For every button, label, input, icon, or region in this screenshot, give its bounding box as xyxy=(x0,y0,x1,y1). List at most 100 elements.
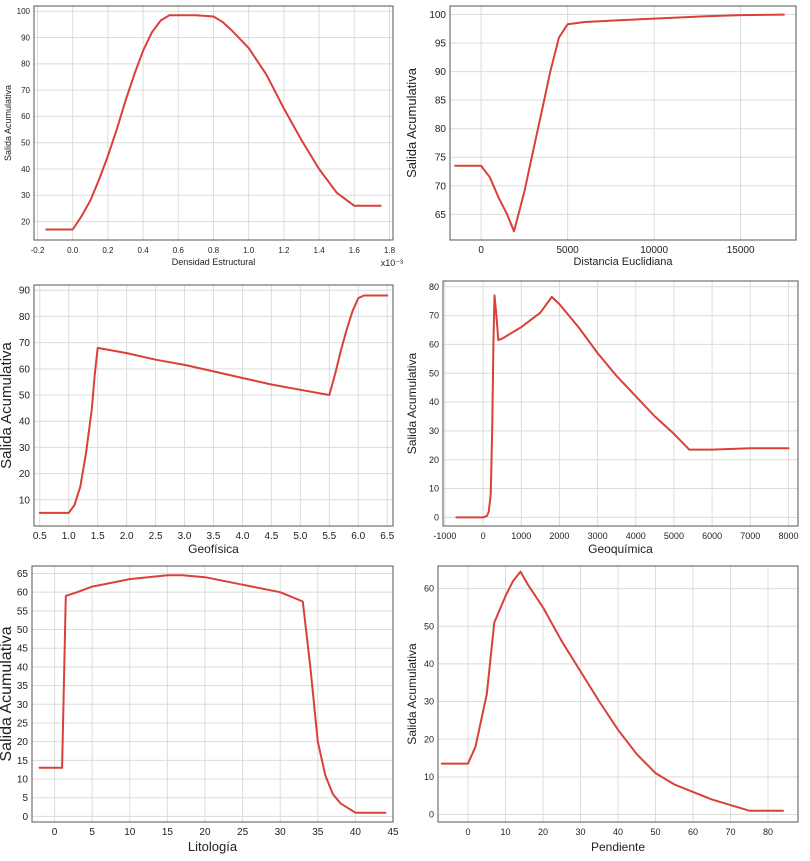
y-tick-label: 30 xyxy=(21,191,30,200)
y-axis-label: Salida Acumulativa xyxy=(0,341,15,468)
x-tick-label: 5 xyxy=(89,827,95,838)
y-tick-label: 30 xyxy=(424,697,434,707)
y-tick-label: 70 xyxy=(19,338,31,349)
y-tick-label: 20 xyxy=(429,455,439,465)
x-tick-label: 20 xyxy=(199,827,211,838)
plot-area xyxy=(443,281,798,526)
x-tick-label: 1.6 xyxy=(349,246,361,255)
y-tick-label: 90 xyxy=(19,286,31,297)
x-axis-label: Litología xyxy=(188,839,238,854)
y-tick-label: 80 xyxy=(435,124,447,135)
y-tick-label: 0 xyxy=(22,812,28,823)
y-tick-label: 40 xyxy=(424,659,434,669)
x-tick-label: 15000 xyxy=(727,245,755,256)
x-tick-label: 0.5 xyxy=(33,531,47,542)
y-tick-label: 55 xyxy=(17,606,29,617)
y-tick-label: 50 xyxy=(429,368,439,378)
series-line xyxy=(455,294,790,519)
x-tick-label: 5000 xyxy=(664,531,684,541)
x-tick-label: 1.8 xyxy=(384,246,396,255)
y-tick-label: 30 xyxy=(17,700,29,711)
chart-svg: 0.5 1.0 1.5 2.0 2.5 3.0 3.5 4.0 4.5 5.0 5.5 6.0 6.5 1… xyxy=(0,284,395,556)
x-axis-label: Geofísica xyxy=(188,542,239,556)
x-tick-label: 4000 xyxy=(626,531,646,541)
series-line xyxy=(45,14,382,231)
y-tick-label: 100 xyxy=(429,10,446,21)
x-tick-label: 0 xyxy=(465,827,470,837)
x-tick-label: 4.5 xyxy=(264,531,278,542)
y-tick-label: 20 xyxy=(21,217,30,226)
plot-frame xyxy=(449,5,797,241)
x-tick-label: 50 xyxy=(650,827,660,837)
x-tick-label: 45 xyxy=(387,827,399,838)
x-tick-label: 2.5 xyxy=(149,531,163,542)
plot-frame xyxy=(33,5,394,241)
y-axis-label: Salida Acumulativa xyxy=(3,85,13,161)
y-tick-label: 100 xyxy=(17,7,31,16)
y-tick-label: 95 xyxy=(435,39,447,50)
y-tick-label: 90 xyxy=(435,67,447,78)
y-tick-label: 20 xyxy=(424,734,434,744)
x-tick-label: 0 xyxy=(478,245,484,256)
x-tick-label: 1.4 xyxy=(314,246,326,255)
x-tick-label: 8000 xyxy=(778,531,798,541)
y-tick-label: 10 xyxy=(17,775,29,786)
chart-svg: -0.2 0.0 0.2 0.4 0.6 0.8 1.0 1.2 1.4 1.6 1.8 20 30 40… xyxy=(3,5,403,268)
x-tick-label: 1.0 xyxy=(62,531,76,542)
y-tick-label: 65 xyxy=(435,210,447,221)
plot-frame xyxy=(437,565,799,823)
x-tick-label: 70 xyxy=(725,827,735,837)
x-tick-label: 5000 xyxy=(557,245,580,256)
y-tick-label: 65 xyxy=(17,569,29,580)
x-tick-label: 1.2 xyxy=(278,246,290,255)
x-tick-label: 60 xyxy=(688,827,698,837)
y-tick-label: 10 xyxy=(429,484,439,494)
y-tick-label: 50 xyxy=(19,391,31,402)
series-line xyxy=(38,294,389,514)
series-line xyxy=(38,574,387,814)
y-tick-label: 70 xyxy=(21,86,30,95)
y-tick-label: 70 xyxy=(429,311,439,321)
y-tick-label: 40 xyxy=(21,165,30,174)
x-tick-label: -1000 xyxy=(433,531,456,541)
series-line xyxy=(440,570,784,812)
x-tick-label: 6.5 xyxy=(380,531,394,542)
y-axis-label: Salida Acumulativa xyxy=(405,67,419,178)
x-tick-label: 35 xyxy=(312,827,324,838)
x-tick-label: 0.4 xyxy=(138,246,150,255)
x-tick-label: 0.8 xyxy=(208,246,220,255)
x-tick-label: 6000 xyxy=(702,531,722,541)
x-axis-multiplier: x10⁻³ xyxy=(381,258,403,268)
x-tick-label: 1000 xyxy=(511,531,531,541)
x-tick-label: 1.5 xyxy=(91,531,105,542)
plot-area xyxy=(32,566,393,822)
y-tick-label: 15 xyxy=(17,756,29,767)
y-tick-label: 45 xyxy=(17,644,29,655)
x-tick-label: 20 xyxy=(538,827,548,837)
y-tick-label: 30 xyxy=(429,426,439,436)
y-tick-label: 90 xyxy=(21,33,30,42)
x-tick-label: 3.0 xyxy=(178,531,192,542)
x-tick-label: 3.5 xyxy=(207,531,221,542)
x-tick-label: -0.2 xyxy=(31,246,45,255)
plot-area xyxy=(450,6,796,240)
y-tick-label: 50 xyxy=(21,139,30,148)
x-tick-label: 0 xyxy=(52,827,58,838)
x-tick-label: 0.6 xyxy=(173,246,185,255)
y-tick-label: 60 xyxy=(17,588,29,599)
y-tick-label: 30 xyxy=(19,443,31,454)
y-tick-label: 25 xyxy=(17,718,29,729)
y-tick-label: 40 xyxy=(17,662,29,673)
x-axis-label: Geoquímica xyxy=(588,542,653,556)
y-tick-label: 50 xyxy=(17,625,29,636)
series-line xyxy=(454,13,785,233)
plot-frame xyxy=(33,284,394,527)
y-tick-label: 40 xyxy=(19,417,31,428)
x-tick-label: 0.0 xyxy=(67,246,79,255)
x-tick-label: 40 xyxy=(613,827,623,837)
x-tick-label: 10 xyxy=(124,827,136,838)
y-tick-label: 35 xyxy=(17,681,29,692)
y-tick-label: 5 xyxy=(22,793,28,804)
chart-panel: 0 10 20 30 40 50 60 70 80 0 10 20 30 40 50 60 Pendiente S… xyxy=(405,560,810,856)
